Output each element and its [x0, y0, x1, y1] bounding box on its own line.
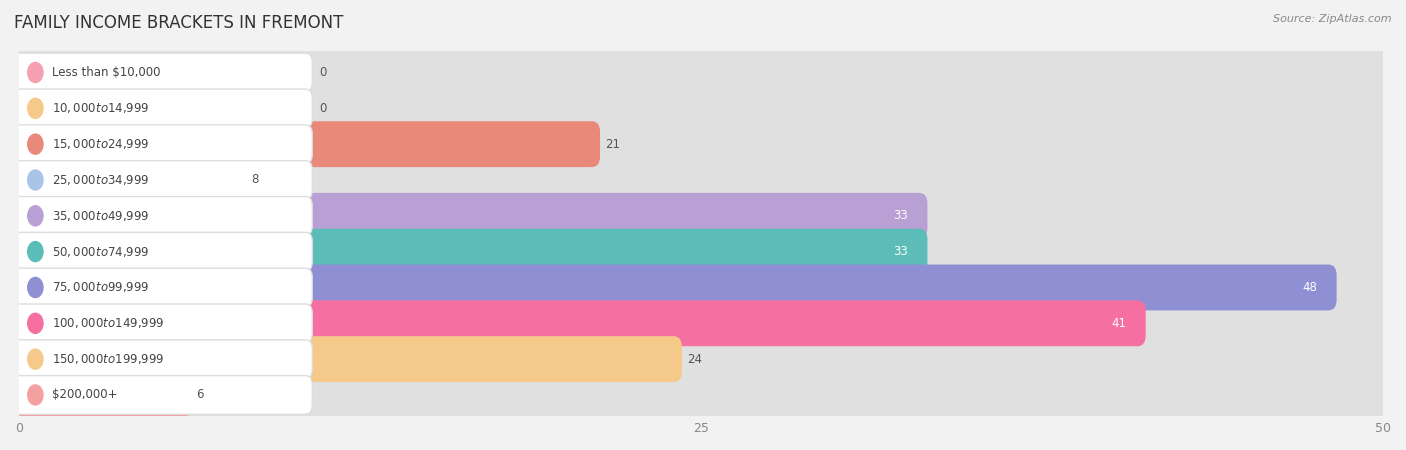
Circle shape	[28, 313, 44, 333]
FancyBboxPatch shape	[13, 125, 312, 163]
Circle shape	[28, 170, 44, 190]
Text: $25,000 to $34,999: $25,000 to $34,999	[52, 173, 149, 187]
FancyBboxPatch shape	[11, 193, 928, 239]
Circle shape	[28, 134, 44, 154]
Text: 8: 8	[250, 174, 259, 186]
Text: 41: 41	[1112, 317, 1126, 330]
FancyBboxPatch shape	[20, 90, 1384, 126]
FancyBboxPatch shape	[11, 229, 928, 274]
FancyBboxPatch shape	[13, 89, 312, 128]
Circle shape	[28, 242, 44, 261]
FancyBboxPatch shape	[11, 157, 1391, 203]
Circle shape	[28, 206, 44, 226]
FancyBboxPatch shape	[11, 300, 1146, 346]
FancyBboxPatch shape	[11, 193, 1391, 239]
Text: 33: 33	[894, 209, 908, 222]
Text: $10,000 to $14,999: $10,000 to $14,999	[52, 101, 149, 115]
FancyBboxPatch shape	[11, 121, 600, 167]
FancyBboxPatch shape	[11, 50, 1391, 95]
Text: 33: 33	[894, 245, 908, 258]
FancyBboxPatch shape	[13, 161, 312, 199]
FancyBboxPatch shape	[13, 197, 312, 235]
FancyBboxPatch shape	[13, 232, 312, 271]
FancyBboxPatch shape	[11, 372, 1391, 418]
Text: 0: 0	[319, 102, 326, 115]
Circle shape	[28, 63, 44, 82]
Text: FAMILY INCOME BRACKETS IN FREMONT: FAMILY INCOME BRACKETS IN FREMONT	[14, 14, 343, 32]
FancyBboxPatch shape	[20, 54, 1384, 90]
FancyBboxPatch shape	[11, 336, 682, 382]
FancyBboxPatch shape	[20, 270, 1384, 306]
FancyBboxPatch shape	[13, 376, 312, 414]
Text: Source: ZipAtlas.com: Source: ZipAtlas.com	[1274, 14, 1392, 23]
Text: $75,000 to $99,999: $75,000 to $99,999	[52, 280, 149, 294]
FancyBboxPatch shape	[20, 306, 1384, 341]
Circle shape	[28, 278, 44, 297]
FancyBboxPatch shape	[13, 268, 312, 307]
Text: 0: 0	[319, 66, 326, 79]
FancyBboxPatch shape	[11, 86, 1391, 131]
FancyBboxPatch shape	[20, 377, 1384, 413]
FancyBboxPatch shape	[11, 300, 1391, 346]
Text: $50,000 to $74,999: $50,000 to $74,999	[52, 245, 149, 259]
Text: 24: 24	[688, 353, 703, 365]
FancyBboxPatch shape	[20, 126, 1384, 162]
FancyBboxPatch shape	[13, 304, 312, 342]
Circle shape	[28, 385, 44, 405]
FancyBboxPatch shape	[11, 265, 1391, 310]
Text: Less than $10,000: Less than $10,000	[52, 66, 160, 79]
FancyBboxPatch shape	[20, 341, 1384, 377]
FancyBboxPatch shape	[11, 265, 1337, 310]
Text: $35,000 to $49,999: $35,000 to $49,999	[52, 209, 149, 223]
Text: 21: 21	[606, 138, 620, 151]
FancyBboxPatch shape	[11, 229, 1391, 274]
Text: $200,000+: $200,000+	[52, 388, 117, 401]
FancyBboxPatch shape	[13, 340, 312, 378]
FancyBboxPatch shape	[11, 372, 191, 418]
Text: 6: 6	[197, 388, 204, 401]
Text: 48: 48	[1302, 281, 1317, 294]
Circle shape	[28, 98, 44, 118]
Text: $150,000 to $199,999: $150,000 to $199,999	[52, 352, 165, 366]
Text: $15,000 to $24,999: $15,000 to $24,999	[52, 137, 149, 151]
Circle shape	[28, 349, 44, 369]
FancyBboxPatch shape	[11, 121, 1391, 167]
FancyBboxPatch shape	[13, 53, 312, 92]
FancyBboxPatch shape	[20, 162, 1384, 198]
FancyBboxPatch shape	[11, 336, 1391, 382]
FancyBboxPatch shape	[11, 157, 246, 203]
Text: $100,000 to $149,999: $100,000 to $149,999	[52, 316, 165, 330]
FancyBboxPatch shape	[20, 198, 1384, 234]
FancyBboxPatch shape	[20, 234, 1384, 270]
